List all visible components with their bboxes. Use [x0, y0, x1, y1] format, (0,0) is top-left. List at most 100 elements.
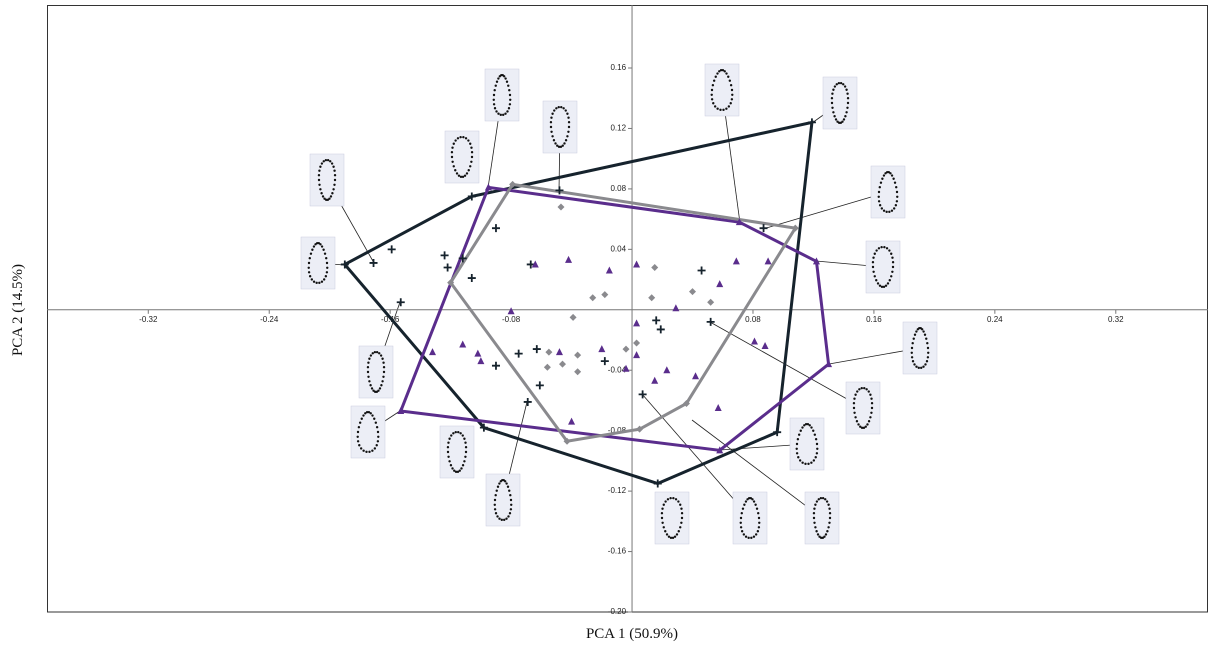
outline-dot	[926, 342, 928, 344]
leader-line	[710, 322, 863, 408]
outline-dot	[722, 109, 724, 111]
outline-dot	[501, 519, 503, 521]
outline-dot	[825, 533, 827, 535]
outline-dot	[367, 376, 369, 378]
outline-dot	[712, 84, 714, 86]
outline-dot	[741, 512, 743, 514]
outline-dot	[881, 207, 883, 209]
outline-dot	[680, 522, 682, 524]
outline-dot	[505, 482, 507, 484]
outline-dot	[758, 522, 760, 524]
outline-dot	[377, 431, 379, 433]
outline-dot	[383, 366, 385, 368]
outline-dot	[815, 438, 817, 440]
outline-dot	[845, 89, 847, 91]
outline-dot	[845, 111, 847, 113]
outline-dot	[813, 512, 815, 514]
outline-dot	[370, 354, 372, 356]
thumbnail-box	[445, 131, 479, 183]
outline-dot	[308, 262, 310, 264]
outline-dot	[924, 334, 926, 336]
outline-dot	[464, 456, 466, 458]
outline-dot	[866, 423, 868, 425]
outline-dot	[751, 498, 753, 500]
outline-dot	[456, 172, 458, 174]
outline-dot	[824, 498, 826, 500]
outline-dot	[925, 338, 927, 340]
outline-dot	[493, 94, 495, 96]
outline-dot	[878, 247, 880, 249]
x-tick-label: -0.24	[260, 315, 279, 324]
outline-dot	[831, 107, 833, 109]
outline-dot	[681, 517, 683, 519]
data-point	[477, 357, 484, 364]
outline-dot	[334, 179, 336, 181]
outline-dot	[725, 108, 727, 110]
outline-dot	[677, 500, 679, 502]
outline-dot	[457, 431, 459, 433]
outline-dot	[381, 358, 383, 360]
outline-dot	[669, 497, 671, 499]
outline-dot	[854, 416, 856, 418]
outline-dot	[459, 136, 461, 138]
outline-dot	[679, 526, 681, 528]
outline-dot	[323, 278, 325, 280]
outline-dot	[504, 480, 506, 482]
outline-dot	[471, 151, 473, 153]
outline-dot	[740, 522, 742, 524]
outline-dot	[874, 253, 876, 255]
outline-dot	[471, 156, 473, 158]
outline-dot	[371, 414, 373, 416]
outline-dot	[757, 512, 759, 514]
outline-dot	[496, 515, 498, 517]
outline-dot	[452, 432, 454, 434]
outline-dot	[503, 75, 505, 77]
outline-dot	[856, 420, 858, 422]
outline-dot	[448, 460, 450, 462]
outline-dot	[844, 115, 846, 117]
outline-dot	[310, 253, 312, 255]
outline-dot	[380, 354, 382, 356]
outline-dot	[309, 275, 311, 277]
outline-dot	[509, 512, 511, 514]
data-point	[652, 316, 660, 324]
outline-dot	[507, 486, 509, 488]
outline-dot	[809, 424, 811, 426]
outline-dot	[857, 423, 859, 425]
outline-dot	[716, 72, 718, 74]
outline-dot	[890, 253, 892, 255]
outline-dot	[318, 174, 320, 176]
outline-dot	[715, 76, 717, 78]
outline-dot	[360, 447, 362, 449]
data-point	[524, 398, 532, 406]
outline-dot	[321, 281, 323, 283]
outline-dot	[826, 530, 828, 532]
outline-dot	[816, 448, 818, 450]
outline-dot	[308, 271, 310, 273]
outline-dot	[313, 245, 315, 247]
outline-dot	[853, 407, 855, 409]
outline-dot	[458, 175, 460, 177]
outline-dot	[712, 102, 714, 104]
outline-dot	[469, 143, 471, 145]
outline-dot	[711, 98, 713, 100]
outline-dot	[914, 334, 916, 336]
outline-dot	[661, 522, 663, 524]
outline-dot	[889, 172, 891, 174]
outline-dot	[359, 422, 361, 424]
outline-dot	[555, 107, 557, 109]
outline-dot	[661, 508, 663, 510]
outline-dot	[892, 266, 894, 268]
outline-dot	[822, 497, 824, 499]
outline-dot	[891, 257, 893, 259]
outline-dot	[840, 82, 842, 84]
y-tick-label: 0.12	[610, 124, 626, 133]
data-point	[515, 350, 523, 358]
outline-dot	[730, 102, 732, 104]
y-tick-label: 0.08	[610, 184, 626, 193]
thumbnail-box	[351, 406, 385, 458]
y-axis-title: PCA 2 (14.5%)	[10, 264, 26, 356]
outline-dot	[550, 131, 552, 133]
outline-dot	[810, 426, 812, 428]
data-point	[370, 259, 378, 267]
